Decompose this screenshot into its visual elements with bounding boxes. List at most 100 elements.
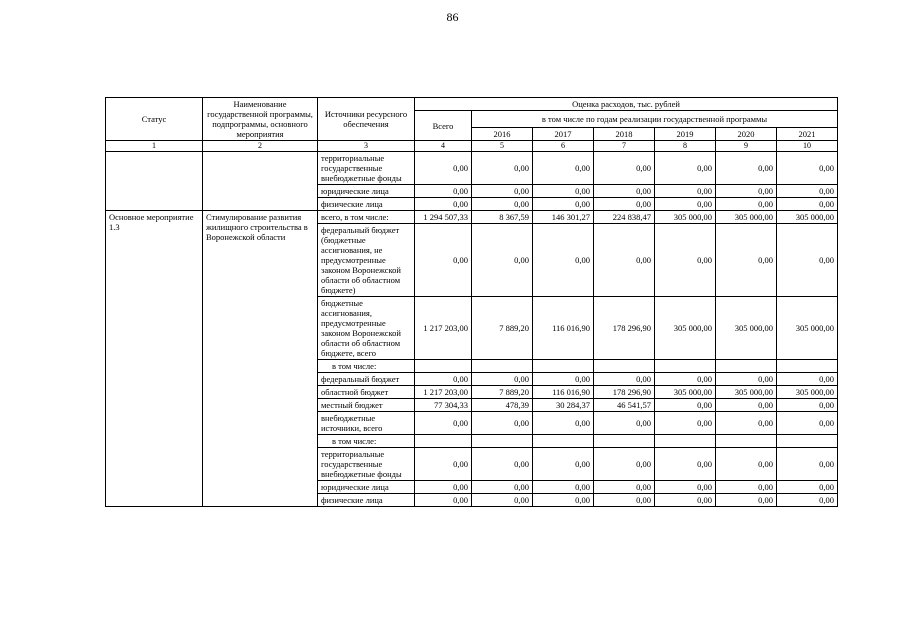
value-cell: 0,00 (654, 492, 716, 507)
value-cell: 305 000,00 (715, 209, 777, 224)
header-status: Статус (105, 96, 203, 142)
header-year: 2020 (715, 127, 777, 142)
value-cell (414, 358, 472, 373)
value-cell: 0,00 (532, 150, 594, 185)
value-cell: 30 284,37 (532, 397, 594, 412)
value-cell: 0,00 (471, 410, 533, 435)
header-column-number: 5 (471, 140, 533, 152)
source-cell: юридические лица (317, 183, 415, 198)
value-cell (532, 433, 594, 448)
value-cell: 1 217 203,00 (414, 384, 472, 399)
header-program-name: Наименование государственной программы, … (202, 96, 318, 142)
value-cell: 0,00 (414, 150, 472, 185)
value-cell: 305 000,00 (715, 295, 777, 360)
value-cell: 0,00 (775, 397, 839, 412)
value-cell: 0,00 (654, 479, 716, 494)
value-cell: 0,00 (532, 196, 594, 211)
value-cell (775, 358, 839, 373)
value-cell: 0,00 (593, 183, 655, 198)
value-cell: 0,00 (775, 150, 839, 185)
value-cell: 0,00 (715, 222, 777, 297)
value-cell (593, 358, 655, 373)
value-cell: 0,00 (593, 492, 655, 507)
value-cell: 0,00 (715, 196, 777, 211)
value-cell: 0,00 (593, 371, 655, 386)
table-row: внебюджетные источники, всего 0,00 0,00 0,0… (106, 410, 839, 435)
header-expenses: Оценка расходов, тыс. рублей (413, 96, 839, 112)
value-cell: 0,00 (532, 410, 594, 435)
value-cell: 0,00 (471, 492, 533, 507)
header-column-number: 6 (532, 140, 594, 152)
value-cell: 1 217 203,00 (414, 295, 472, 360)
value-cell: 305 000,00 (775, 209, 839, 224)
table-header: Статус Наименование государственной прог… (105, 96, 839, 152)
header-column-number: 3 (317, 140, 415, 152)
value-cell: 0,00 (471, 222, 533, 297)
table-row: территориальные государственные внебюдже… (106, 446, 839, 481)
value-cell: 0,00 (414, 371, 472, 386)
value-cell: 0,00 (775, 371, 839, 386)
value-cell: 0,00 (715, 183, 777, 198)
value-cell: 0,00 (593, 150, 655, 185)
value-cell: 0,00 (593, 410, 655, 435)
value-cell: 0,00 (414, 479, 472, 494)
value-cell (654, 358, 716, 373)
value-cell (471, 358, 533, 373)
header-years-row: 2016 2017 2018 2019 2020 2021 (106, 127, 839, 142)
value-cell: 224 838,47 (593, 209, 655, 224)
value-cell: 0,00 (775, 479, 839, 494)
value-cell: 116 016,90 (532, 295, 594, 360)
header-column-number: 4 (414, 140, 472, 152)
source-cell: федеральный бюджет (бюджетные ассигнован… (317, 222, 415, 297)
value-cell (532, 358, 594, 373)
value-cell: 0,00 (593, 479, 655, 494)
value-cell: 0,00 (654, 196, 716, 211)
page-number: 86 (446, 10, 459, 24)
value-cell (593, 433, 655, 448)
value-cell: 305 000,00 (654, 384, 716, 399)
value-cell: 0,00 (471, 196, 533, 211)
value-cell: 0,00 (471, 371, 533, 386)
header-column-number: 1 (105, 140, 203, 152)
value-cell: 0,00 (654, 410, 716, 435)
header-total: Всего (414, 110, 472, 142)
table-row: федеральный бюджет (бюджетные ассигнован… (106, 222, 839, 297)
table-row: местный бюджет 77 304,33 478,39 30 284,37 46… (106, 397, 839, 412)
value-cell: 8 367,59 (471, 209, 533, 224)
value-cell: 7 889,20 (471, 295, 533, 360)
program-name-cell (202, 150, 318, 211)
header-column-number: 7 (593, 140, 655, 152)
source-cell: местный бюджет (317, 397, 415, 412)
value-cell: 0,00 (775, 446, 839, 481)
source-cell: в том числе: (317, 433, 415, 448)
source-cell: в том числе: (317, 358, 415, 373)
value-cell: 0,00 (414, 222, 472, 297)
value-cell: 0,00 (715, 410, 777, 435)
status-cell: Основное мероприятие 1.3 (105, 209, 203, 507)
value-cell: 178 296,90 (593, 295, 655, 360)
value-cell: 1 294 507,33 (414, 209, 472, 224)
value-cell: 0,00 (414, 492, 472, 507)
table-body: территориальные государственные внебюдже… (105, 150, 839, 507)
table-row: бюджетные ассигнования, предусмотренные … (106, 295, 839, 360)
value-cell: 0,00 (775, 196, 839, 211)
value-cell: 46 541,57 (593, 397, 655, 412)
value-cell: 305 000,00 (654, 295, 716, 360)
value-cell: 0,00 (775, 492, 839, 507)
value-cell: 0,00 (715, 492, 777, 507)
value-cell (715, 358, 777, 373)
value-cell: 0,00 (715, 479, 777, 494)
source-cell: территориальные государственные внебюдже… (317, 150, 415, 185)
status-cell (105, 150, 203, 211)
table-row: юридические лица 0,00 0,00 0,00 0,00 0,00 0,00… (106, 479, 839, 494)
header-year: 2017 (532, 127, 594, 142)
value-cell: 116 016,90 (532, 384, 594, 399)
value-cell: 178 296,90 (593, 384, 655, 399)
header-column-number: 10 (775, 140, 839, 152)
value-cell: 0,00 (414, 446, 472, 481)
header-sources: Источники ресурсного обеспечения (317, 96, 415, 142)
value-cell: 0,00 (654, 446, 716, 481)
value-cell: 0,00 (532, 446, 594, 481)
value-cell: 478,39 (471, 397, 533, 412)
value-cell: 0,00 (471, 479, 533, 494)
